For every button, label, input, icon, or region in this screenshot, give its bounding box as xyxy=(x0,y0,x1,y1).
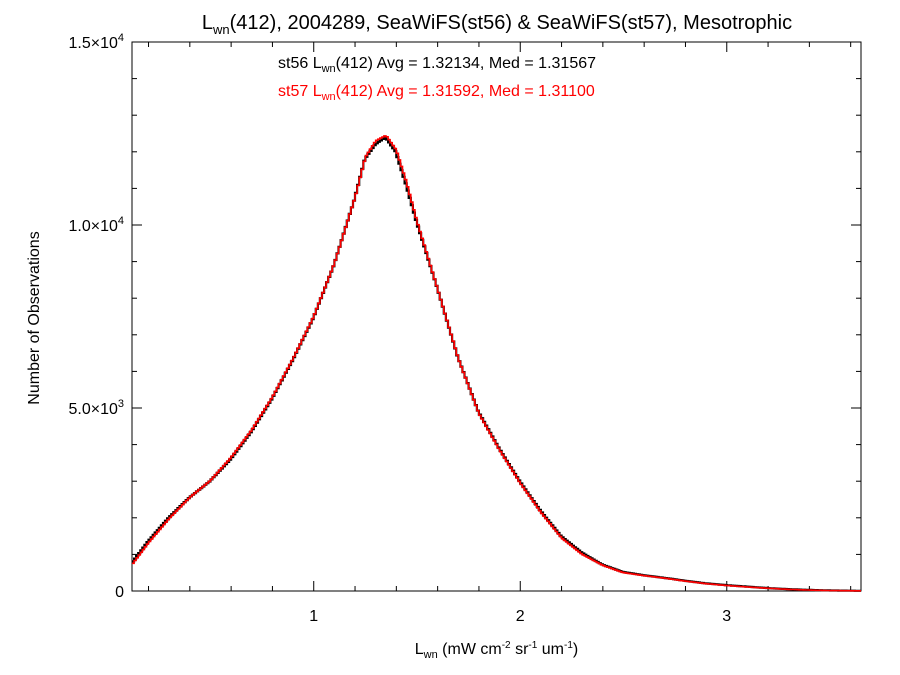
y-tick-label: 5.0×103 xyxy=(68,398,124,418)
series-line-st56 xyxy=(132,136,861,592)
chart-title: Lwn(412), 2004289, SeaWiFS(st56) & SeaWi… xyxy=(202,12,792,37)
y-tick-label: 1.0×104 xyxy=(68,215,124,235)
series-line-st57 xyxy=(132,135,861,592)
x-tick-label: 3 xyxy=(722,608,731,625)
x-axis-label: Lwn (mW cm-2 sr-1 um-1) xyxy=(415,640,578,661)
annotation-st57: st57 Lwn(412) Avg = 1.31592, Med = 1.311… xyxy=(278,83,595,103)
y-axis-label: Number of Observations xyxy=(26,231,43,404)
x-tick-label: 2 xyxy=(516,608,525,625)
x-tick-label: 1 xyxy=(309,608,318,625)
y-tick-label: 1.5×104 xyxy=(68,32,124,52)
annotation-st56: st56 Lwn(412) Avg = 1.32134, Med = 1.315… xyxy=(278,55,596,75)
plot-frame xyxy=(131,41,862,592)
y-tick-label: 0 xyxy=(115,584,124,601)
